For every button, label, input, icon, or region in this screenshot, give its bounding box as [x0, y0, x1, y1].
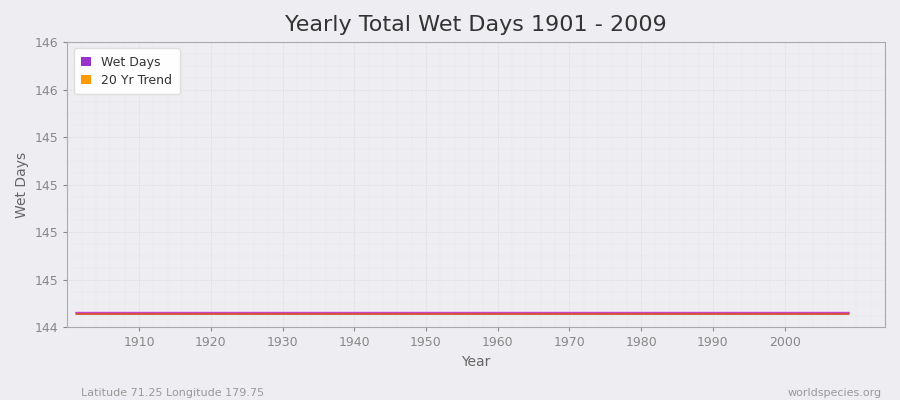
- 20 Yr Trend: [485, 311, 496, 316]
- 20 Yr Trend: [492, 311, 503, 316]
- Wet Days: [579, 310, 590, 315]
- Legend: Wet Days, 20 Yr Trend: Wet Days, 20 Yr Trend: [74, 48, 180, 94]
- Wet Days: [284, 310, 295, 315]
- X-axis label: Year: Year: [462, 355, 490, 369]
- Wet Days: [485, 310, 496, 315]
- Title: Yearly Total Wet Days 1901 - 2009: Yearly Total Wet Days 1901 - 2009: [285, 15, 667, 35]
- Wet Days: [843, 310, 854, 315]
- 20 Yr Trend: [284, 311, 295, 316]
- Text: Latitude 71.25 Longitude 179.75: Latitude 71.25 Longitude 179.75: [81, 388, 264, 398]
- Wet Days: [492, 310, 503, 315]
- 20 Yr Trend: [69, 311, 80, 316]
- 20 Yr Trend: [579, 311, 590, 316]
- 20 Yr Trend: [328, 311, 338, 316]
- Wet Days: [328, 310, 338, 315]
- 20 Yr Trend: [127, 311, 138, 316]
- 20 Yr Trend: [843, 311, 854, 316]
- Y-axis label: Wet Days: Wet Days: [15, 152, 29, 218]
- Wet Days: [127, 310, 138, 315]
- Wet Days: [69, 310, 80, 315]
- Text: worldspecies.org: worldspecies.org: [788, 388, 882, 398]
